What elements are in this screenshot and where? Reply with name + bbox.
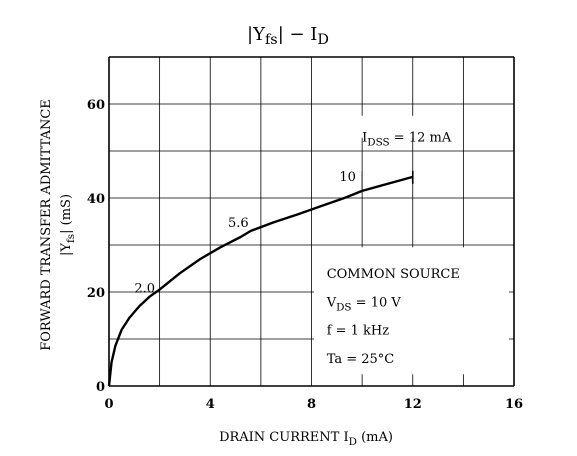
chart-title-text: |Yfs| − ID — [247, 24, 329, 48]
idss-text: IDSS = 12 mA — [362, 131, 452, 149]
idss-backing — [359, 115, 433, 138]
condition-line: COMMON SOURCE — [327, 267, 460, 282]
y-axis-label: FORWARD TRANSFER ADMITTANCE |Yfs| (mS) — [39, 99, 77, 351]
conditions-text: COMMON SOURCE VDS = 10 V f = 1 kHz Ta = 25°… — [326, 267, 460, 367]
x-tick-label: 16 — [505, 397, 523, 412]
x-axis-label: DRAIN CURRENT ID (mA) — [219, 430, 393, 448]
condition-line: f = 1 kHz — [327, 324, 390, 339]
y-axis-label-line2: |Yfs| (mS) — [59, 194, 77, 256]
chart-title: |Yfs| − ID — [247, 24, 329, 48]
y-axis-label-line1: FORWARD TRANSFER ADMITTANCE — [39, 99, 54, 351]
conditions-box — [314, 247, 509, 375]
y-tick-label: 60 — [87, 98, 105, 113]
y-tick-label: 0 — [96, 380, 105, 395]
idss-annotation: IDSS = 12 mA — [359, 115, 452, 149]
label-2-0: 2.0 — [134, 282, 155, 297]
y-tick-label: 40 — [87, 192, 105, 207]
y-tick-label: 20 — [87, 286, 105, 301]
label-5-6: 5.6 — [228, 216, 249, 231]
condition-line: VDS = 10 V — [326, 295, 402, 313]
x-tick-label: 12 — [404, 397, 422, 412]
condition-line: Ta = 25°C — [327, 352, 395, 367]
x-axis-label-text: DRAIN CURRENT ID (mA) — [219, 430, 393, 448]
label-10: 10 — [339, 170, 356, 185]
axis-labels: 0 4 8 12 16 0 20 40 60 — [87, 98, 523, 412]
x-tick-label: 8 — [307, 397, 316, 412]
x-tick-label: 4 — [206, 397, 215, 412]
series-line — [107, 175, 414, 387]
segment-labels: 2.0 5.6 10 — [134, 170, 363, 297]
grid — [108, 56, 515, 387]
x-tick-label: 0 — [104, 397, 113, 412]
curves — [107, 170, 414, 387]
